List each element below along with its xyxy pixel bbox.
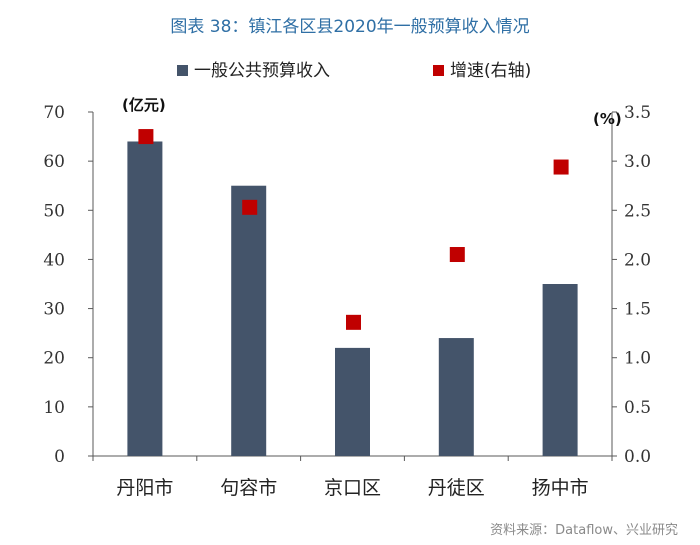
source-note: 资料来源：Dataflow、兴业研究 [490,523,678,538]
tick-labels: 0102030405060700.00.51.01.52.02.53.03.5(… [43,96,651,499]
legend-bar-swatch [177,65,188,76]
bar [127,141,163,456]
y-right-tick-label: 2.5 [624,201,651,221]
y-right-tick-label: 3.5 [624,103,651,123]
x-category-label: 丹阳市 [116,477,173,499]
bar [542,284,578,456]
growth-marker [346,314,361,330]
y-left-tick-label: 20 [43,349,65,369]
y-right-tick-label: 1.5 [624,300,651,320]
y-left-tick-label: 30 [43,300,65,320]
bar [231,185,267,456]
y-right-tick-label: 0.5 [624,398,651,418]
growth-marker [553,159,569,175]
y-left-tick-label: 10 [43,398,65,418]
y-left-tick-label: 40 [43,250,65,270]
y-left-tick-label: 50 [43,201,65,221]
x-category-label: 句容市 [220,477,277,499]
y-right-unit-label: (%) [593,110,622,128]
bar [438,338,474,456]
growth-marker [242,199,258,215]
legend-bar-label: 一般公共预算收入 [194,61,330,81]
legend: 一般公共预算收入 增速(右轴) [177,61,531,81]
y-left-tick-label: 60 [43,152,65,172]
y-right-tick-label: 2.0 [624,250,651,270]
x-category-label: 京口区 [324,477,381,499]
y-left-tick-label: 0 [54,447,65,467]
chart-title: 图表 38：镇江各区县2020年一般预算收入情况 [170,17,530,37]
y-right-tick-label: 1.0 [624,349,651,369]
growth-marker [138,129,154,145]
growth-series [138,129,569,330]
y-left-unit-label: (亿元) [122,96,166,114]
legend-marker-label: 增速(右轴) [450,61,531,81]
y-right-tick-label: 3.0 [624,152,651,172]
legend-marker-swatch [433,65,444,76]
y-right-tick-label: 0.0 [624,447,651,467]
x-category-label: 丹徒区 [428,477,485,499]
bar [335,347,370,456]
y-left-tick-label: 70 [43,103,65,123]
x-category-label: 扬中市 [532,477,589,499]
growth-marker [449,247,465,263]
bar-series [127,141,578,456]
